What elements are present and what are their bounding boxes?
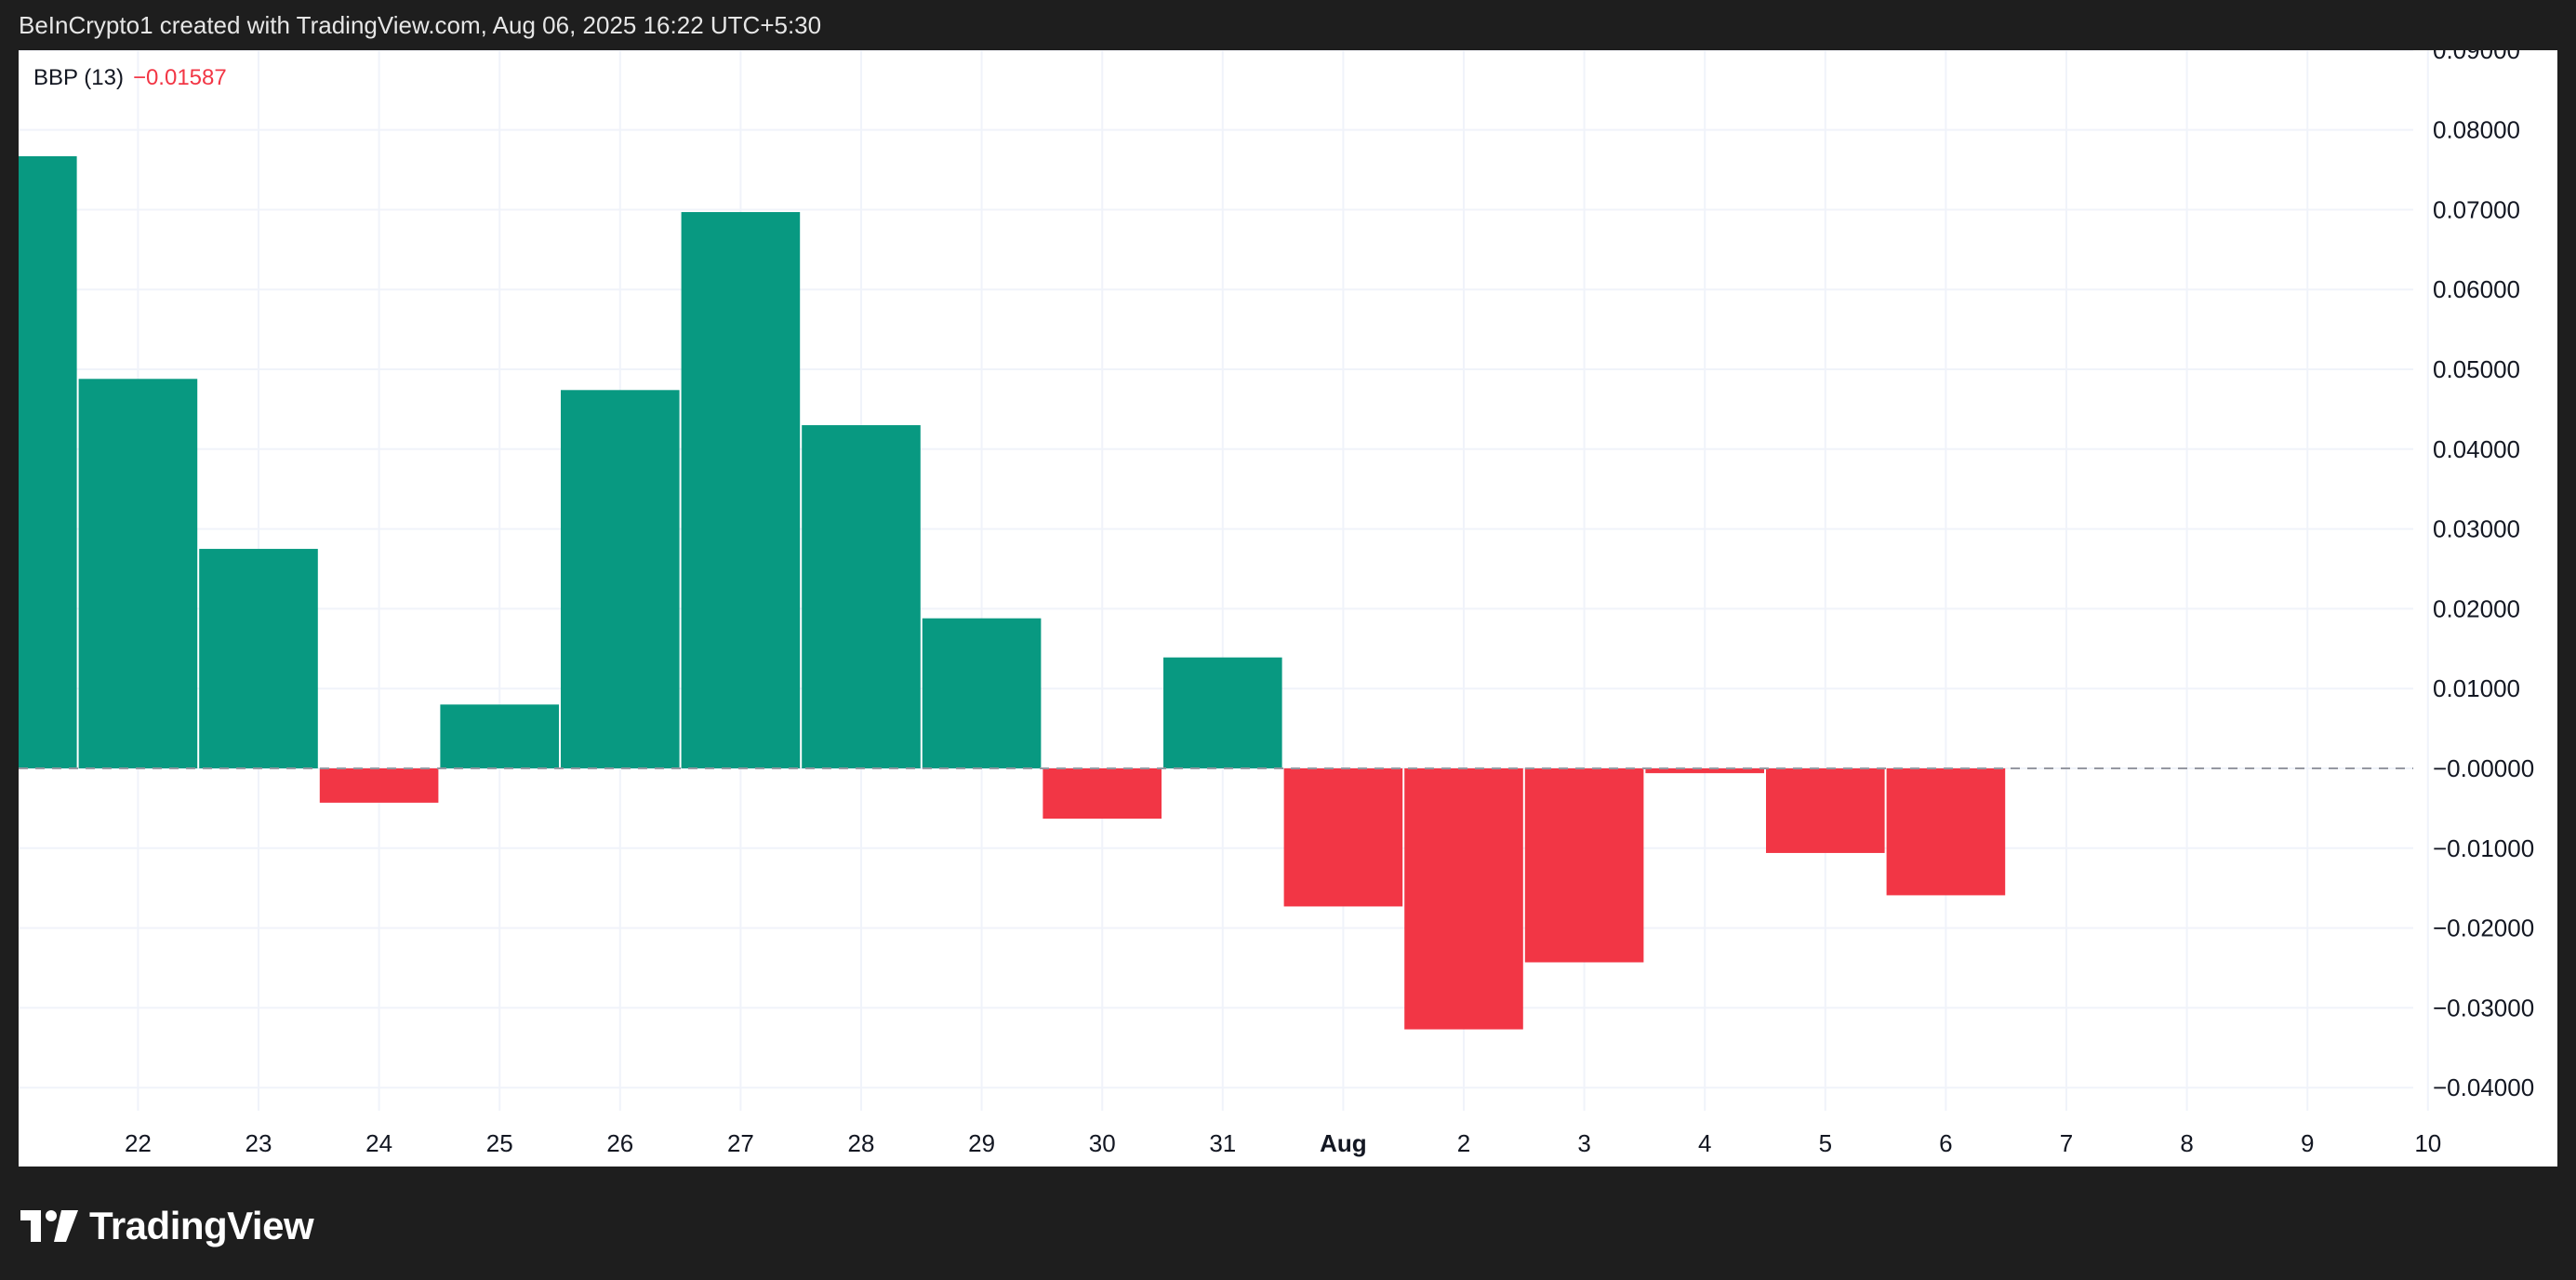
x-tick-label: 29 [968, 1129, 995, 1157]
y-tick-label: 0.04000 [2433, 435, 2520, 463]
tradingview-logo-icon [20, 1210, 78, 1242]
x-tick-label: 6 [1939, 1129, 1952, 1157]
indicator-legend[interactable]: BBP (13) −0.01587 [33, 65, 227, 91]
chart-panel[interactable]: 0.09000 0.08000 0.07000 0.06000 0.05000 0.040… [19, 50, 2557, 1167]
bar-5 [1766, 768, 1885, 853]
x-tick-label: 3 [1577, 1129, 1590, 1157]
bar-27 [681, 211, 801, 768]
brand[interactable]: TradingView [20, 1204, 314, 1248]
x-tick-label: 24 [365, 1129, 392, 1157]
y-tick-label: 0.03000 [2433, 515, 2520, 543]
bar-24 [319, 768, 439, 803]
bar-28 [802, 425, 921, 768]
x-tick-label: 27 [727, 1129, 754, 1157]
y-tick-label: 0.02000 [2433, 594, 2520, 622]
brand-name: TradingView [89, 1204, 314, 1247]
y-tick-label: 0.05000 [2433, 355, 2520, 383]
y-tick-label: −0.00000 [2433, 754, 2534, 782]
y-tick-label: 0.06000 [2433, 275, 2520, 303]
bar-3 [1524, 768, 1644, 963]
bar-2 [1404, 768, 1523, 1030]
x-tick-label: Aug [1320, 1129, 1367, 1157]
y-tick-label: −0.01000 [2433, 834, 2534, 862]
bar-25 [440, 704, 559, 768]
x-tick-label: 8 [2180, 1129, 2193, 1157]
bar-Aug [1283, 768, 1403, 907]
y-tick-label: −0.04000 [2433, 1073, 2534, 1101]
bar-4 [1645, 768, 1764, 774]
bar-6 [1886, 768, 2006, 896]
x-tick-label: 22 [125, 1129, 152, 1157]
y-tick-label: 0.08000 [2433, 116, 2520, 144]
indicator-name: BBP (13) [33, 65, 124, 90]
x-tick-label: 25 [486, 1129, 513, 1157]
x-tick-label: 26 [606, 1129, 633, 1157]
x-tick-label: 31 [1209, 1129, 1236, 1157]
bar-29 [922, 618, 1042, 768]
y-tick-label: 0.07000 [2433, 195, 2520, 223]
x-tick-label: 10 [2414, 1129, 2441, 1157]
chart-credit: BeInCrypto1 created with TradingView.com… [0, 0, 2576, 50]
x-tick-label: 2 [1457, 1129, 1470, 1157]
bar-22 [78, 379, 198, 768]
bar-21 [19, 155, 77, 768]
indicator-value: −0.01587 [132, 65, 227, 90]
x-tick-label: 5 [1819, 1129, 1832, 1157]
y-tick-label: −0.03000 [2433, 993, 2534, 1021]
bbp-chart[interactable]: 0.09000 0.08000 0.07000 0.06000 0.05000 0.040… [19, 50, 2557, 1167]
x-tick-label: 7 [2060, 1129, 2073, 1157]
bar-23 [199, 549, 318, 768]
bar-30 [1042, 768, 1162, 820]
x-tick-label: 4 [1698, 1129, 1711, 1157]
y-tick-label: −0.02000 [2433, 914, 2534, 942]
y-tick-label: 0.09000 [2433, 50, 2520, 64]
y-tick-label: 0.01000 [2433, 674, 2520, 702]
x-tick-label: 9 [2301, 1129, 2314, 1157]
bar-26 [561, 390, 680, 768]
bar-31 [1163, 657, 1282, 768]
x-tick-label: 23 [246, 1129, 272, 1157]
x-tick-label: 28 [848, 1129, 875, 1157]
footer-bar: TradingView [0, 1167, 2576, 1280]
x-tick-label: 30 [1089, 1129, 1116, 1157]
